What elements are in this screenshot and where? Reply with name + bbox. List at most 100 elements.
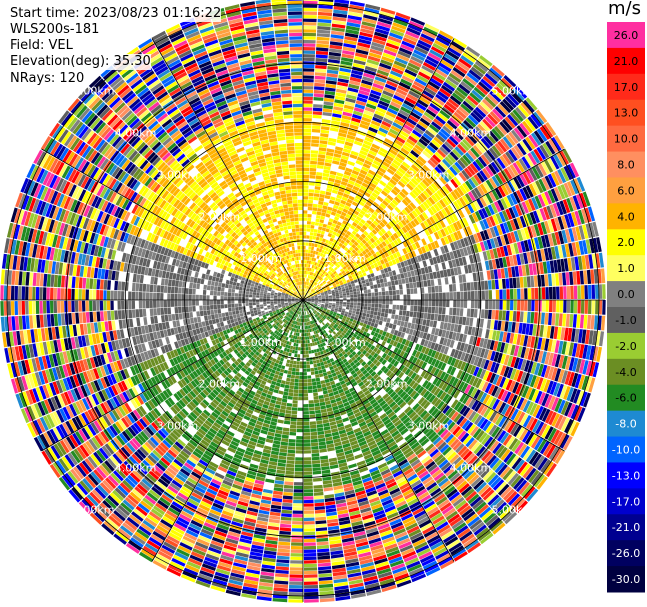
radar-gate — [287, 370, 292, 375]
radar-gate — [558, 230, 565, 245]
radar-gate — [316, 420, 323, 425]
radar-gate — [426, 173, 436, 183]
radar-gate — [331, 307, 335, 310]
radar-gate — [368, 126, 378, 134]
radar-gate — [290, 549, 303, 553]
radar-gate — [364, 267, 369, 272]
radar-gate — [381, 247, 387, 253]
radar-gate — [304, 285, 306, 289]
radar-gate — [360, 306, 364, 310]
radar-gate — [295, 346, 298, 351]
radar-gate — [405, 316, 410, 322]
radar-gate — [341, 259, 346, 264]
radar-gate — [564, 371, 572, 385]
radar-gate — [326, 280, 331, 284]
radar-gate — [332, 283, 337, 287]
radar-gate — [474, 60, 489, 73]
radar-gate — [456, 308, 460, 316]
radar-gate — [307, 343, 311, 347]
radar-gate — [417, 99, 429, 108]
radar-gate — [340, 239, 345, 245]
radar-gate — [303, 213, 308, 218]
radar-gate — [321, 297, 326, 299]
radar-gate — [348, 309, 353, 313]
radar-gate — [334, 316, 339, 320]
radar-gate — [353, 218, 360, 225]
radar-gate — [306, 285, 309, 289]
radar-gate — [453, 111, 465, 122]
radar-gate — [413, 288, 418, 294]
radar-gate — [409, 202, 417, 210]
radar-gate — [303, 153, 311, 157]
radar-gate — [343, 144, 353, 151]
radar-gate — [438, 285, 443, 293]
radar-gate — [496, 224, 503, 236]
radar-gate — [374, 303, 379, 308]
radar-gate — [356, 305, 361, 309]
radar-gate — [286, 374, 292, 378]
radar-gate — [578, 344, 585, 359]
radar-gate — [311, 128, 321, 133]
radar-gate — [290, 553, 303, 557]
radar-gate — [385, 262, 390, 268]
radar-gate — [293, 492, 303, 497]
radar-gate — [333, 102, 344, 108]
radar-gate — [295, 375, 299, 379]
radar-gate — [490, 269, 495, 280]
radar-gate — [456, 291, 461, 300]
radar-gate — [309, 253, 313, 258]
radar-gate — [561, 370, 568, 384]
radar-gate — [298, 386, 303, 390]
radar-gate — [293, 393, 299, 397]
radar-gate — [531, 197, 539, 210]
radar-gate — [335, 321, 340, 326]
radar-gate — [312, 291, 316, 294]
radar-gate — [336, 221, 342, 226]
radar-gate — [435, 93, 447, 104]
radar-gate — [331, 120, 341, 125]
radar-gate — [318, 566, 332, 571]
radar-gate — [424, 355, 431, 363]
radar-gate — [540, 221, 548, 235]
radar-gate — [362, 76, 374, 83]
radar-gate — [319, 193, 325, 198]
radar-gate — [303, 22, 317, 26]
radar-gate — [322, 238, 326, 243]
radar-gate — [292, 396, 298, 401]
radar-gate — [369, 182, 377, 189]
radar-gate — [277, 459, 287, 464]
radar-gate — [342, 304, 347, 307]
radar-gate — [427, 341, 433, 349]
radar-gate — [352, 333, 358, 338]
radar-gate — [384, 232, 390, 239]
radar-gate — [421, 238, 427, 246]
radar-gate — [343, 43, 357, 49]
radar-gate — [359, 31, 373, 38]
radar-gate — [592, 237, 599, 253]
radar-gate — [397, 167, 406, 175]
radar-gate — [398, 315, 403, 321]
radar-gate — [346, 259, 351, 264]
radar-gate — [368, 300, 372, 304]
radar-gate — [310, 160, 318, 165]
radar-gate — [321, 249, 325, 254]
radar-gate — [464, 180, 474, 191]
radar-gate — [334, 280, 339, 284]
radar-gate — [432, 154, 442, 163]
radar-gate — [289, 567, 303, 571]
radar-gate — [312, 460, 321, 464]
radar-gate — [310, 153, 318, 158]
radar-gate — [315, 308, 319, 311]
radar-gate — [315, 523, 327, 528]
radar-gate — [577, 407, 586, 423]
radar-gate — [385, 111, 397, 119]
radar-gate — [562, 199, 571, 213]
radar-gate — [341, 151, 350, 157]
radar-gate — [307, 253, 311, 257]
radar-gate — [361, 269, 366, 274]
radar-gate — [318, 569, 332, 574]
radar-gate — [420, 267, 426, 275]
radar-gate — [527, 239, 533, 251]
radar-gate — [595, 253, 601, 268]
radar-gate — [355, 335, 361, 340]
